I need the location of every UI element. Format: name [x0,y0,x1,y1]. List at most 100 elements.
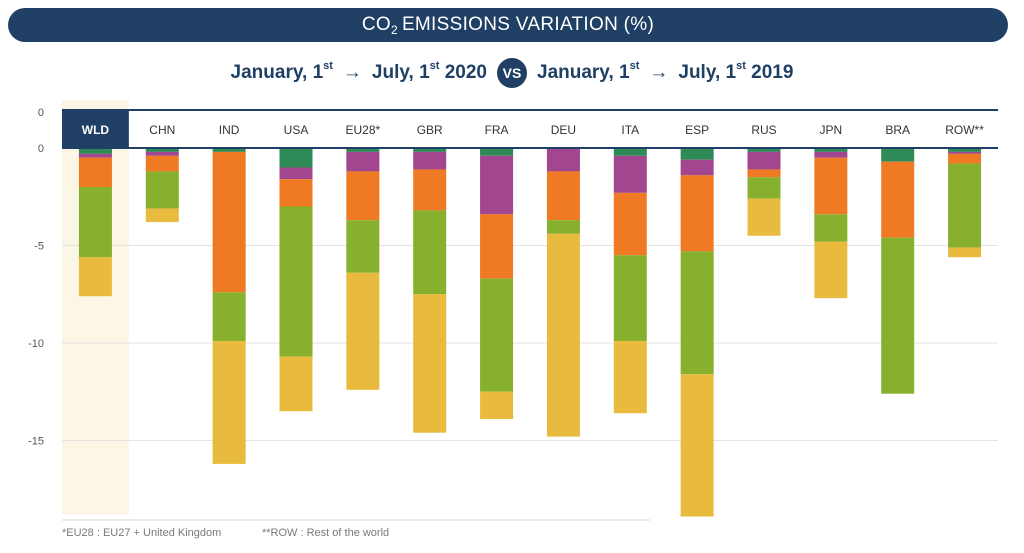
period-2019-start: January, 1 [537,62,630,83]
category-band [62,110,998,148]
bar-segment [480,214,514,279]
bar-segment [212,292,246,342]
bar-segment [279,148,313,168]
bar-segment [680,374,714,517]
bar-segment [145,208,179,223]
bar-segment [814,214,848,242]
bar-segment [747,198,781,236]
y-tick-label: -5 [34,241,44,253]
category-label: FRA [485,123,509,137]
category-label: BRA [885,123,910,137]
title-text: EMISSIONS VARIATION (%) [401,14,655,35]
highlight-label-bg [62,110,129,148]
bar-segment [948,163,982,248]
bar-segment [279,179,313,207]
bar-segment [145,155,179,172]
bar-segment [546,148,580,172]
period-2019-end-sup: st [736,60,746,72]
category-label: IND [219,123,240,137]
bar-segment [346,272,380,390]
bar-segment [346,148,380,152]
bar-segment [680,251,714,375]
bar-segment [413,210,447,295]
bar-segment [480,148,514,156]
title-prefix: CO [361,14,391,35]
category-label: ROW** [945,123,984,137]
period-2020-start-sup: st [323,60,333,72]
bar-segment [546,233,580,437]
category-label: GBR [417,123,443,137]
bar-segment [78,157,112,187]
bar-segment [480,155,514,215]
bar-segment [881,161,915,238]
bar-segment [948,151,982,154]
bar-segment [613,148,647,156]
y-tick-label: -10 [28,338,44,350]
footnote-row: **ROW : Rest of the world [262,527,390,539]
bar-segment [948,153,982,164]
period-2020-end-sup: st [429,60,440,72]
bar-segment [413,148,447,152]
bar-segment [212,341,246,464]
bar-segment [747,148,781,152]
bar-segment [346,220,380,273]
bar-segment [78,257,112,297]
bar-segment [814,151,848,158]
bar-segment [212,151,246,293]
bar-segment [413,169,447,211]
category-label: EU28* [346,123,381,137]
bar-segment [413,151,447,170]
bar-segment [814,157,848,215]
bar-segment [145,148,179,152]
y-tick-label-top: 0 [38,107,44,119]
bar-segment [747,169,781,178]
category-label: CHN [149,123,175,137]
bar-segment [613,155,647,193]
category-label: USA [284,123,309,137]
period-2019-end: July, 1 [678,62,737,83]
category-label: WLD [82,123,110,137]
bar-segment [279,206,313,357]
period-2019-year: 2019 [751,62,794,83]
bar-segment [78,148,112,154]
bar-segment [546,220,580,234]
arrow-icon: → [342,62,362,83]
bar-segment [948,148,982,152]
bar-segment [346,171,380,221]
bar-segment [814,241,848,299]
bar-segment [747,151,781,170]
arrow-icon: → [649,62,669,83]
bar-segment [747,177,781,199]
period-2019-start-sup: st [629,60,640,72]
period-2020-year: 2020 [444,62,487,83]
bar-segment [546,171,580,221]
bar-segment [279,356,313,412]
category-label: ESP [685,123,709,137]
bar-segment [680,175,714,252]
bar-segment [613,255,647,342]
title-subscript: 2 [390,23,398,37]
bar-segment [480,278,514,392]
category-label: RUS [751,123,776,137]
vs-badge: VS [497,58,527,88]
bar-segment [613,341,647,414]
footnote-eu28: *EU28 : EU27 + United Kingdom [62,527,222,539]
chart-title-banner: CO 2 EMISSIONS VARIATION (%) [8,8,1008,42]
category-label: DEU [551,123,576,137]
category-label: JPN [820,123,843,137]
bar-segment [948,247,982,258]
period-2020-end: July, 1 [371,62,430,83]
bar-segment [480,391,514,420]
bar-segment [145,171,179,209]
bar-segment [78,153,112,158]
bar-segment [413,294,447,433]
category-label: ITA [621,123,639,137]
y-tick-label: 0 [38,143,44,155]
bar-segment [814,148,848,152]
bar-segment [279,167,313,180]
bar-segment [881,237,915,394]
